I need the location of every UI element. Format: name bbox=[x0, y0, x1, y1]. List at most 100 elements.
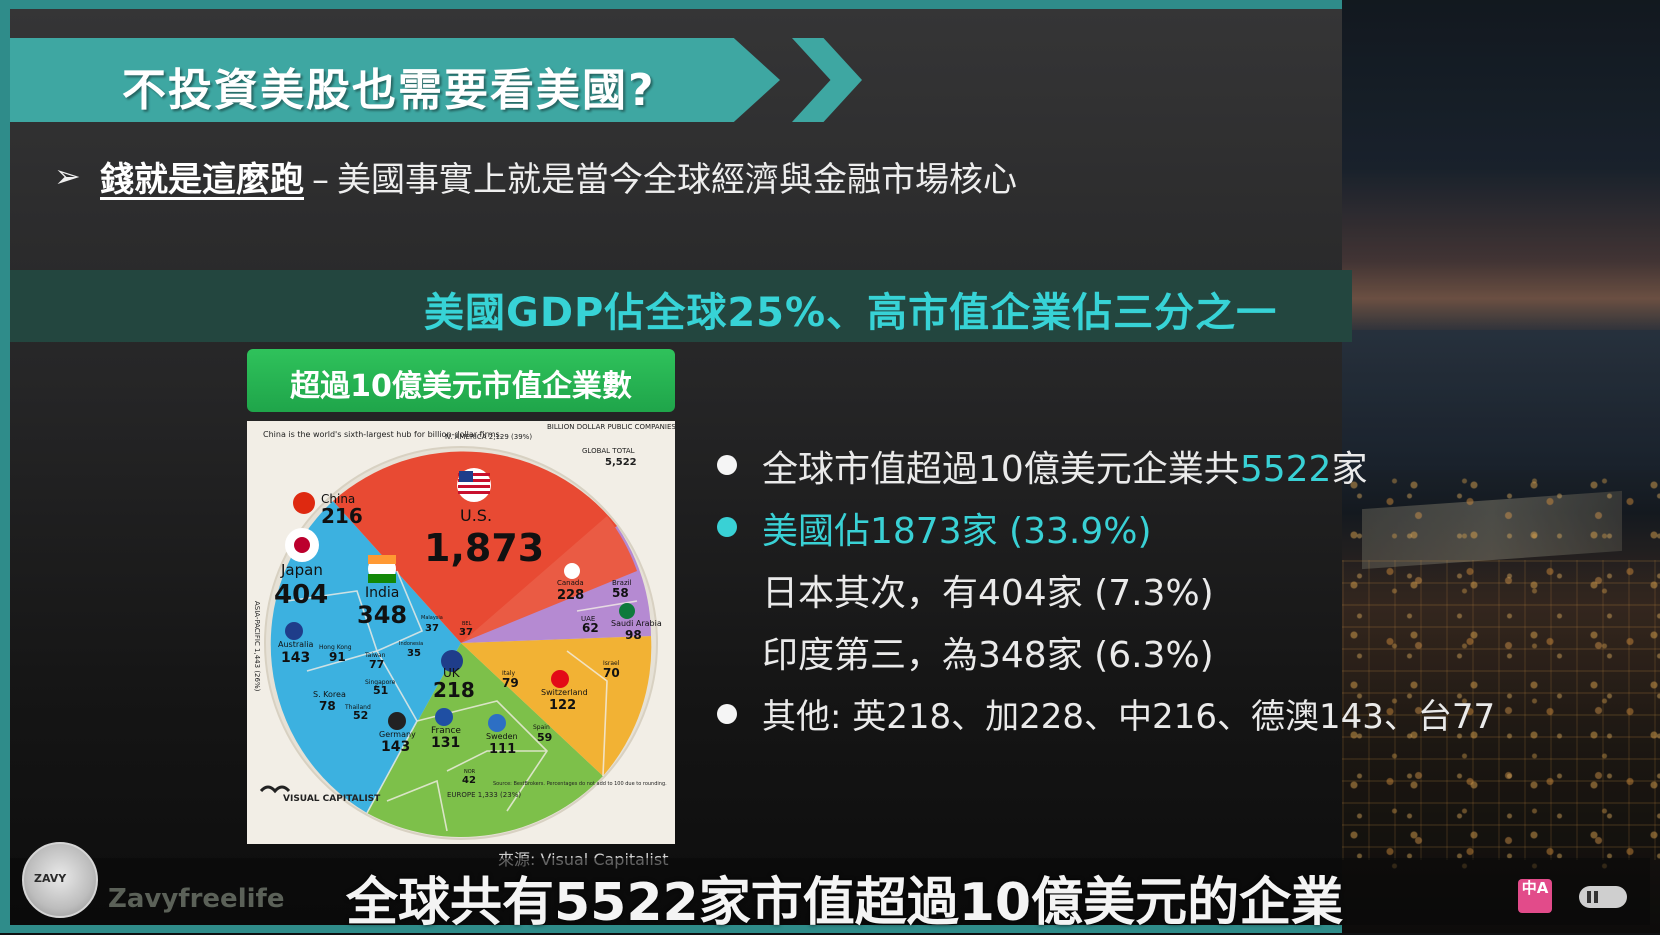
subtitle-caption: 全球共有5522家市值超過10億美元的企業 bbox=[346, 873, 1344, 933]
total-label: GLOBAL TOTAL bbox=[582, 447, 635, 455]
city-photo bbox=[1342, 0, 1660, 933]
country-skorea-name: S. Korea bbox=[313, 690, 346, 699]
country-thailand-value: 52 bbox=[353, 709, 368, 722]
country-italy-value: 79 bbox=[502, 676, 519, 690]
country-italy-name: Italy bbox=[502, 670, 515, 677]
channel-avatar[interactable]: ZAVY bbox=[22, 842, 98, 918]
country-uae-name: UAE bbox=[581, 615, 595, 623]
bullet-dot-teal bbox=[717, 517, 737, 537]
infographic-image: China is the world's sixth-largest hub f… bbox=[247, 421, 675, 844]
country-hk-name: Hong Kong bbox=[319, 644, 352, 651]
canada-flag-icon bbox=[564, 563, 580, 579]
country-indonesia-name: Indonesia bbox=[399, 641, 423, 647]
bullet-1: 全球市值超過10億美元企業共5522家 bbox=[762, 440, 1367, 492]
bullet-1-highlight: 5522 bbox=[1239, 449, 1332, 490]
country-australia-value: 143 bbox=[281, 650, 310, 666]
bullet-1-text: 全球市值超過10億美元企業共 bbox=[762, 449, 1240, 490]
country-malaysia-name: Malaysia bbox=[421, 615, 443, 621]
country-canada-name: Canada bbox=[557, 579, 584, 587]
n-america-label: N. AMERICA 2,129 (39%) bbox=[445, 433, 532, 441]
country-saudi-name: Saudi Arabia bbox=[611, 619, 662, 628]
us-flag-icon bbox=[457, 468, 491, 502]
brand-text: VISUAL CAPITALIST bbox=[283, 794, 381, 804]
france-flag-icon bbox=[435, 708, 453, 726]
china-flag-icon bbox=[293, 492, 315, 514]
country-singapore-value: 51 bbox=[373, 684, 388, 697]
country-uk-value: 218 bbox=[433, 678, 475, 702]
country-thailand-name: Thailand bbox=[344, 704, 371, 711]
country-india-name: India bbox=[365, 585, 399, 601]
subtitle-key: 錢就是這麼跑 bbox=[100, 160, 304, 200]
country-israel-value: 70 bbox=[603, 666, 620, 680]
country-bel-name: BEL bbox=[462, 621, 472, 627]
country-spain-value: 59 bbox=[537, 731, 552, 744]
country-germany-name: Germany bbox=[379, 730, 416, 739]
country-nor-value: 42 bbox=[462, 775, 476, 786]
country-israel-name: Israel bbox=[603, 660, 620, 667]
country-taiwan-value: 77 bbox=[369, 658, 384, 671]
translate-icon[interactable]: 中A bbox=[1518, 879, 1552, 913]
saudi-flag-icon bbox=[619, 603, 635, 619]
country-france-value: 131 bbox=[431, 735, 460, 751]
country-sweden-value: 111 bbox=[489, 742, 516, 757]
country-uk-name: UK bbox=[443, 666, 461, 680]
visual-capitalist-logo bbox=[259, 785, 291, 794]
uk-flag-icon bbox=[441, 650, 463, 672]
source-footer: Source: BestBrokers. Percentages do not … bbox=[493, 781, 667, 787]
country-us-name: U.S. bbox=[460, 506, 492, 525]
subtitle-rest: 美國事實上就是當今全球經濟與金融市場核心 bbox=[337, 160, 1017, 200]
bullet-4: 印度第三，為348家 (6.3%) bbox=[762, 635, 1214, 676]
country-switzerland-name: Switzerland bbox=[541, 688, 588, 697]
japan-flag-icon bbox=[285, 528, 319, 562]
country-japan-value: 404 bbox=[274, 580, 328, 610]
country-china-value: 216 bbox=[321, 504, 363, 528]
country-taiwan-name: Taiwan bbox=[364, 652, 386, 659]
country-hk-value: 91 bbox=[329, 650, 346, 664]
infographic-svg: China is the world's sixth-largest hub f… bbox=[253, 423, 675, 840]
country-indonesia-value: 35 bbox=[407, 648, 421, 659]
switzerland-flag-icon bbox=[551, 670, 569, 688]
europe-label: EUROPE 1,333 (23%) bbox=[447, 791, 521, 799]
country-canada-value: 228 bbox=[557, 588, 584, 603]
pause-toggle[interactable] bbox=[1579, 886, 1627, 908]
country-malaysia-value: 37 bbox=[425, 623, 439, 634]
title-banner bbox=[10, 38, 780, 122]
bullet-dot-white bbox=[717, 455, 737, 475]
bullet-3: 日本其次，有404家 (7.3%) bbox=[762, 573, 1214, 614]
total-value: 5,522 bbox=[605, 457, 637, 468]
germany-flag-icon bbox=[388, 712, 406, 730]
country-australia-name: Australia bbox=[278, 640, 313, 649]
country-bel-value: 37 bbox=[459, 627, 473, 638]
country-brazil-name: Brazil bbox=[612, 579, 632, 587]
bullet-1-suffix: 家 bbox=[1331, 449, 1368, 490]
country-china-name: China bbox=[321, 492, 355, 506]
country-india-value: 348 bbox=[357, 601, 407, 629]
slide-title: 不投資美股也需要看美國? bbox=[122, 65, 656, 116]
bullet-5: 其他: 英218、加228、中216、德澳143、台77 bbox=[762, 697, 1496, 737]
channel-name[interactable]: Zavyfreelife bbox=[108, 884, 285, 914]
country-nor-name: NOR bbox=[464, 769, 476, 775]
country-france-name: France bbox=[431, 726, 461, 736]
infographic-label: 超過10億美元市值企業數 bbox=[247, 349, 675, 412]
sweden-flag-icon bbox=[488, 714, 506, 732]
country-singapore-name: Singapore bbox=[365, 679, 396, 686]
country-germany-value: 143 bbox=[381, 739, 410, 755]
country-spain-name: Spain bbox=[533, 724, 550, 731]
arrow-bullet-icon: ➢ bbox=[54, 157, 81, 195]
translate-icon-label: 中A bbox=[1521, 879, 1549, 897]
australia-flag-icon bbox=[285, 622, 303, 640]
country-sweden-name: Sweden bbox=[486, 732, 518, 741]
slide-subtitle: 錢就是這麼跑 – 美國事實上就是當今全球經濟與金融市場核心 bbox=[100, 152, 1017, 201]
country-uae-value: 62 bbox=[582, 621, 599, 635]
country-brazil-value: 58 bbox=[612, 586, 629, 600]
avatar-text: ZAVY bbox=[34, 872, 67, 885]
country-saudi-value: 98 bbox=[625, 628, 642, 642]
country-switzerland-value: 122 bbox=[549, 698, 576, 713]
asia-pacific-label: ASIA-PACIFIC 1,443 (26%) bbox=[253, 601, 261, 692]
video-bottom-bar bbox=[10, 858, 1650, 925]
infographic-label-text: 超過10億美元市值企業數 bbox=[290, 369, 632, 404]
infographic-heading: BILLION DOLLAR PUBLIC COMPANIES BY MCAP bbox=[547, 423, 675, 431]
india-flag-icon bbox=[368, 555, 396, 583]
country-us-value: 1,873 bbox=[424, 526, 544, 570]
bullet-2: 美國佔1873家 (33.9%) bbox=[762, 511, 1152, 552]
